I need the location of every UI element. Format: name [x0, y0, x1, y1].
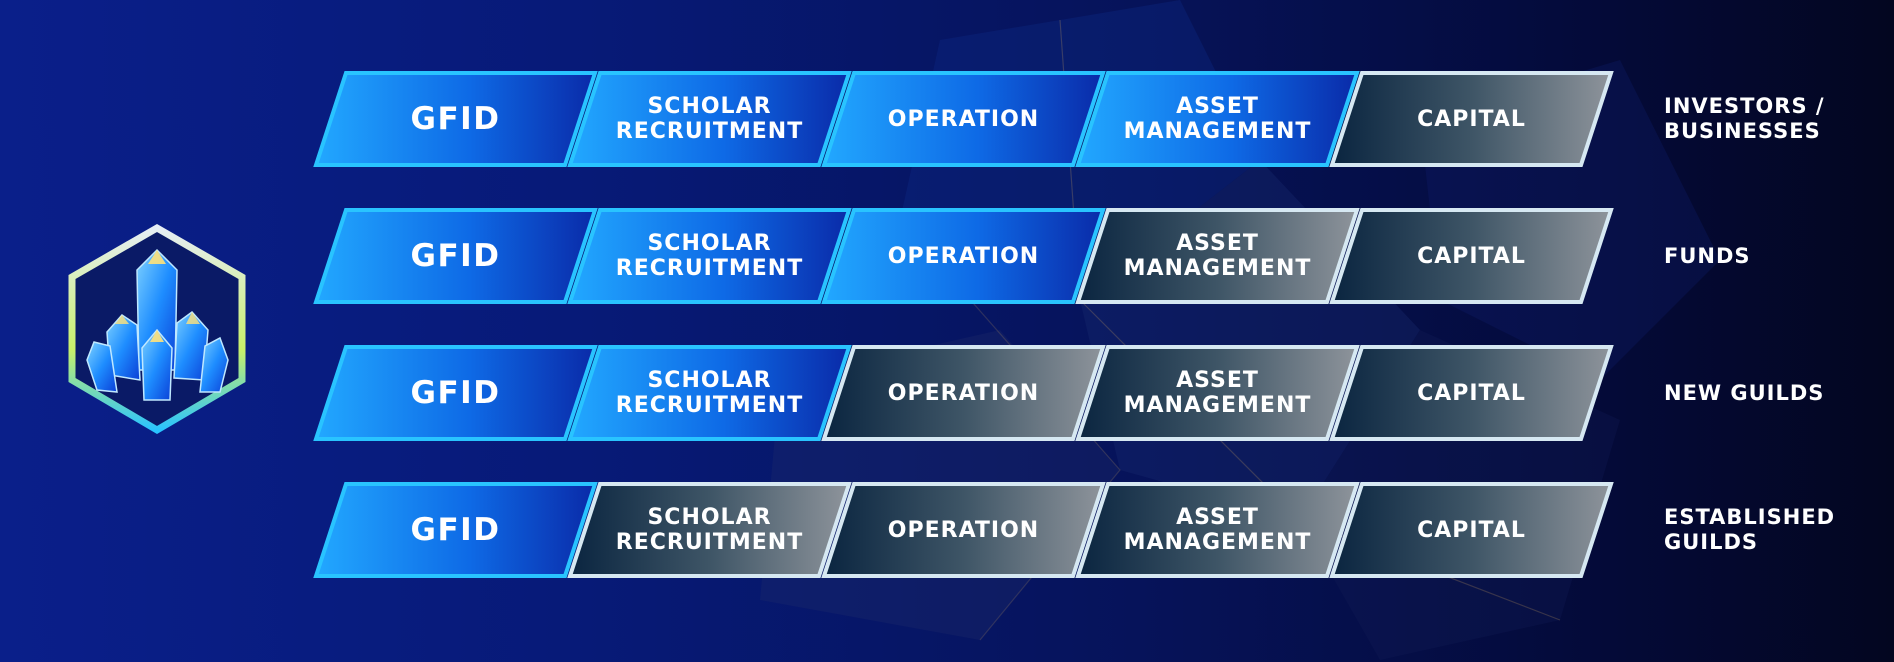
cell-shape: [1075, 345, 1360, 441]
cell-label: SCHOLAR RECRUITMENT: [615, 368, 804, 418]
cell-capital: CAPITAL: [1329, 208, 1614, 304]
cell-label: CAPITAL: [1417, 380, 1526, 406]
cell-shape: [1075, 71, 1360, 167]
cell-operation: OPERATION: [821, 208, 1106, 304]
cell-operation: OPERATION: [821, 345, 1106, 441]
cell-shape: [1329, 208, 1614, 304]
cell-shape: [821, 208, 1106, 304]
cell-shape: [1329, 71, 1614, 167]
cell-asset-management: ASSET MANAGEMENT: [1075, 482, 1360, 578]
cell-operation: OPERATION: [821, 71, 1106, 167]
cell-scholar-recruitment: SCHOLAR RECRUITMENT: [567, 208, 852, 304]
cell-label: CAPITAL: [1417, 517, 1526, 543]
cell-asset-management: ASSET MANAGEMENT: [1075, 345, 1360, 441]
cell-shape: [1075, 208, 1360, 304]
cell-shape: [1329, 482, 1614, 578]
row-established-guilds: GFID SCHOLAR RECRUITMENT OPERATION ASSET…: [313, 482, 1854, 578]
cell-label: ASSET MANAGEMENT: [1123, 368, 1312, 418]
cell-label: GFID: [410, 374, 501, 411]
cell-label: SCHOLAR RECRUITMENT: [615, 505, 804, 555]
cell-label: SCHOLAR RECRUITMENT: [615, 94, 804, 144]
cell-label: OPERATION: [887, 106, 1040, 132]
row-label: ESTABLISHED GUILDS: [1664, 505, 1836, 554]
cell-label: CAPITAL: [1417, 106, 1526, 132]
cell-gfid: GFID: [313, 208, 598, 304]
cell-shape: [567, 345, 852, 441]
cell-label: OPERATION: [887, 243, 1040, 269]
cell-label: OPERATION: [887, 517, 1040, 543]
cell-label: GFID: [410, 511, 501, 548]
row-new-guilds: GFID SCHOLAR RECRUITMENT OPERATION ASSET…: [313, 345, 1854, 441]
cell-shape: [313, 482, 598, 578]
cell-shape: [313, 345, 598, 441]
cell-label: ASSET MANAGEMENT: [1123, 231, 1312, 281]
crystal-cluster-icon: [68, 223, 246, 435]
row-funds: GFID SCHOLAR RECRUITMENT OPERATION ASSET…: [313, 208, 1854, 304]
cell-gfid: GFID: [313, 482, 598, 578]
cell-shape: [821, 482, 1106, 578]
cell-label: CAPITAL: [1417, 243, 1526, 269]
cell-shape: [567, 482, 852, 578]
cell-label: OPERATION: [887, 380, 1040, 406]
cell-label: SCHOLAR RECRUITMENT: [615, 231, 804, 281]
cell-scholar-recruitment: SCHOLAR RECRUITMENT: [567, 482, 852, 578]
cell-operation: OPERATION: [821, 482, 1106, 578]
cell-shape: [313, 71, 598, 167]
cell-label: GFID: [410, 100, 501, 137]
cell-gfid: GFID: [313, 71, 598, 167]
cell-shape: [1329, 345, 1614, 441]
row-label: FUNDS: [1664, 243, 1751, 268]
cell-shape: [567, 71, 852, 167]
cell-label: ASSET MANAGEMENT: [1123, 94, 1312, 144]
row-investors-businesses: GFID SCHOLAR RECRUITMENT OPERATION ASSET…: [313, 71, 1854, 167]
cell-capital: CAPITAL: [1329, 71, 1614, 167]
cell-capital: CAPITAL: [1329, 345, 1614, 441]
row-label: INVESTORS / BUSINESSES: [1664, 94, 1825, 143]
cell-shape: [1075, 482, 1360, 578]
cell-scholar-recruitment: SCHOLAR RECRUITMENT: [567, 71, 852, 167]
cell-scholar-recruitment: SCHOLAR RECRUITMENT: [567, 345, 852, 441]
cell-capital: CAPITAL: [1329, 482, 1614, 578]
cell-shape: [567, 208, 852, 304]
row-label: NEW GUILDS: [1664, 380, 1825, 405]
cell-gfid: GFID: [313, 345, 598, 441]
cell-asset-management: ASSET MANAGEMENT: [1075, 208, 1360, 304]
logo: [62, 220, 252, 440]
cell-shape: [313, 208, 598, 304]
cell-label: GFID: [410, 237, 501, 274]
cell-shape: [821, 345, 1106, 441]
cell-asset-management: ASSET MANAGEMENT: [1075, 71, 1360, 167]
cell-shape: [821, 71, 1106, 167]
cell-label: ASSET MANAGEMENT: [1123, 505, 1312, 555]
